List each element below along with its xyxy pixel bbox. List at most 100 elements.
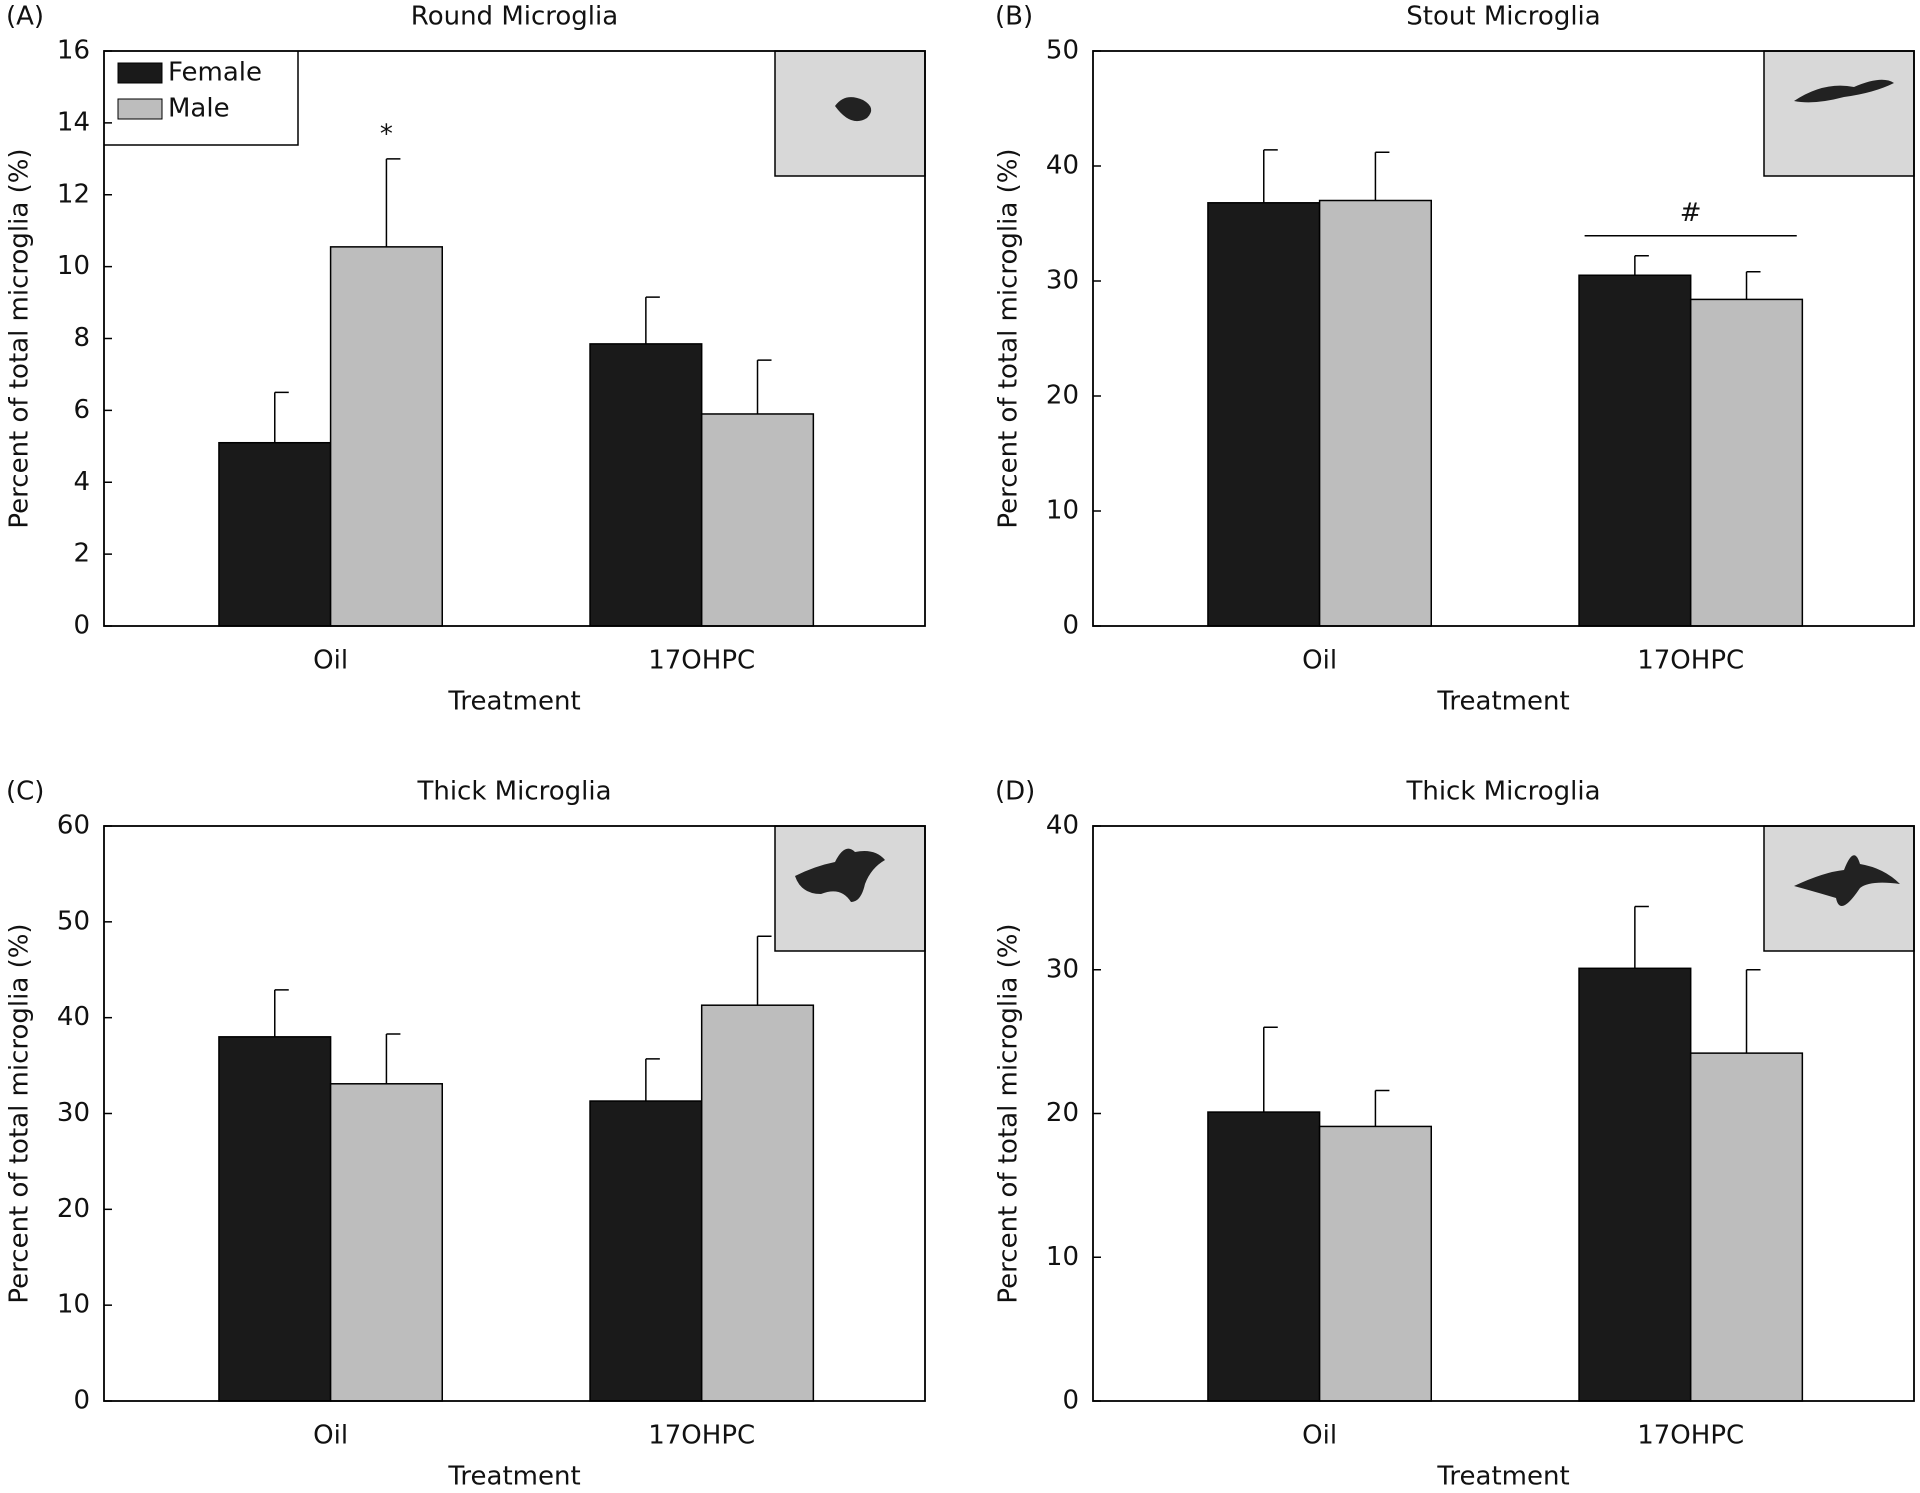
bar [700,1004,815,1402]
bar [1318,199,1433,627]
chart-title: Stout Microglia [1406,2,1600,32]
error-bar [1634,254,1649,276]
x-tick-label: Oil [313,1421,348,1451]
panel-label: (B) [995,2,1033,32]
error-bar [756,359,772,414]
bar [329,246,444,627]
legend-swatch [117,98,163,120]
error-bar [1263,1026,1278,1113]
inset-cell [1794,855,1900,906]
y-tick-label: 6 [73,395,90,425]
error-bar [274,391,289,443]
panel-label: (D) [995,777,1035,807]
bar [589,343,703,627]
error-bar [1745,271,1761,300]
y-tick-label: 14 [57,107,90,137]
chart-title: Round Microglia [411,2,618,32]
panel-label: (C) [6,777,44,807]
inset-image [1763,50,1915,177]
y-tick-label: 2 [73,539,90,569]
y-tick-label: 40 [57,1002,90,1032]
y-tick-label: 0 [1062,611,1079,641]
y-tick-label: 10 [57,1290,90,1320]
y-axis-label: Percent of total microglia (%) [5,923,35,1303]
x-tick-label: 17OHPC [648,646,755,676]
x-axis-label: Treatment [1436,1462,1569,1492]
bar [329,1083,444,1402]
x-tick-label: 17OHPC [648,1421,755,1451]
legend-frame [104,51,299,146]
inset-cell [795,848,885,902]
error-bar [1745,969,1761,1054]
bar [589,1100,703,1402]
y-tick-label: 10 [57,251,90,281]
bar [700,413,815,627]
y-tick-label: 50 [1046,36,1079,66]
annotation: * [380,119,393,149]
plot-frame [1092,825,1915,1402]
bar [1318,1125,1433,1402]
legend-label: Female [168,58,262,88]
bar [1207,202,1321,627]
y-tick-label: 0 [73,1386,90,1416]
bar [218,441,332,627]
legend-label: Male [168,94,230,124]
panel: (A) Round Microglia Treatment Percent of to… [5,2,926,717]
bar [1578,274,1692,627]
inset-cell [1794,79,1894,103]
y-tick-label: 30 [57,1098,90,1128]
y-tick-label: 30 [1046,954,1079,984]
error-bar [645,1058,660,1102]
error-bar [1263,149,1278,203]
y-tick-label: 40 [1046,811,1079,841]
plot-frame [103,50,926,627]
chart-title: Thick Microglia [416,777,611,807]
panel: (D) Thick Microglia Treatment Percent of to… [994,777,1915,1492]
error-bar [274,989,289,1037]
bar [1689,1052,1804,1402]
y-tick-label: 20 [1046,381,1079,411]
y-tick-label: 20 [57,1194,90,1224]
bar [1207,1111,1321,1402]
x-tick-label: 17OHPC [1637,646,1744,676]
y-tick-label: 16 [57,36,90,66]
x-axis-label: Treatment [447,1462,580,1492]
legend-swatch [117,62,163,84]
inset-cell [835,97,872,122]
x-tick-label: Oil [1302,1421,1337,1451]
plot-frame [103,825,926,1402]
error-bar [385,158,401,247]
chart-title: Thick Microglia [1405,777,1600,807]
x-tick-label: 17OHPC [1637,1421,1744,1451]
y-tick-label: 0 [73,611,90,641]
error-bar [1634,905,1649,969]
y-tick-label: 12 [57,179,90,209]
x-axis-label: Treatment [1436,687,1569,717]
error-bar [1374,151,1390,201]
y-tick-label: 4 [73,467,90,497]
plot-frame [1092,50,1915,627]
y-tick-label: 10 [1046,496,1079,526]
error-bar [756,935,772,1006]
y-tick-label: 20 [1046,1098,1079,1128]
annotation: # [1680,198,1702,228]
y-tick-label: 10 [1046,1242,1079,1272]
bar [1689,298,1804,627]
panel-label: (A) [6,2,44,32]
x-tick-label: Oil [313,646,348,676]
y-tick-label: 40 [1046,151,1079,181]
x-axis-label: Treatment [447,687,580,717]
y-axis-label: Percent of total microglia (%) [994,148,1024,528]
panel: (C) Thick Microglia Treatment Percent of to… [5,777,926,1492]
y-axis-label: Percent of total microglia (%) [5,148,35,528]
bar [1578,967,1692,1402]
y-tick-label: 60 [57,811,90,841]
y-tick-label: 50 [57,906,90,936]
bar [218,1036,332,1402]
error-bar [385,1033,401,1084]
panel: (B) Stout Microglia Treatment Percent of to… [994,2,1915,717]
x-tick-label: Oil [1302,646,1337,676]
error-bar [1374,1089,1390,1127]
